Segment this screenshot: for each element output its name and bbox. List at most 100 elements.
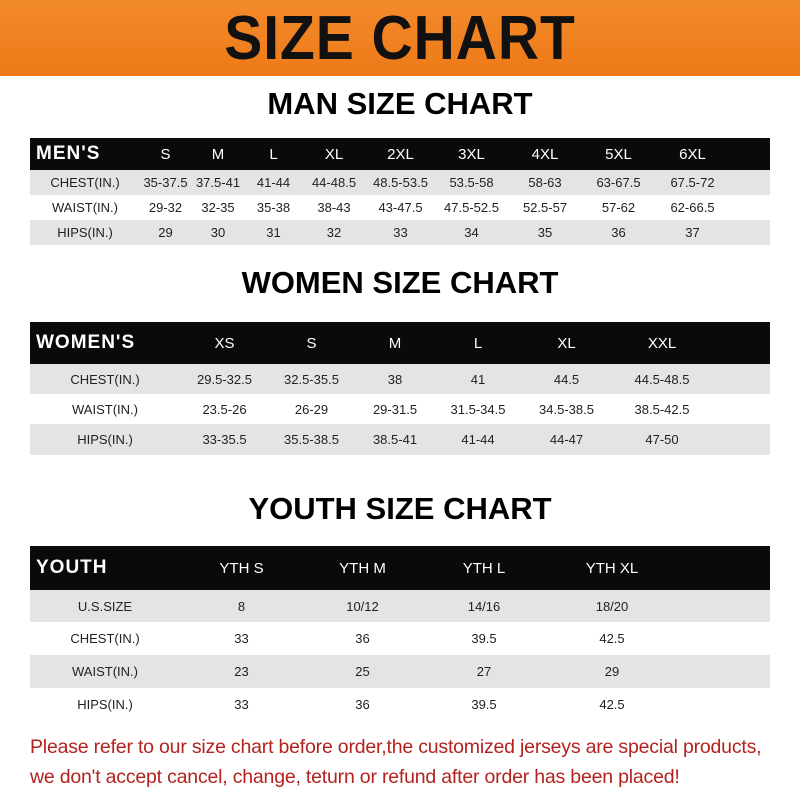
cell: 43-47.5 [378, 200, 423, 215]
cell: 47-50 [645, 432, 679, 447]
cell: 8 [237, 598, 246, 614]
table-header: MEN'S S M L XL 2XL 3XL 4XL 5XL 6XL [30, 138, 770, 170]
cell: YTH L [462, 559, 506, 577]
cell: 63-67.5 [596, 175, 641, 190]
cell: 33 [393, 225, 408, 240]
cell: 29-32 [148, 200, 183, 215]
cell: 4XL [531, 145, 559, 163]
cell: XXL [647, 334, 677, 352]
cell: 25 [355, 664, 370, 679]
cell: 44.5-48.5 [634, 371, 690, 387]
page-title: SIZE CHART [224, 3, 576, 73]
youth-section-title: YOUTH SIZE CHART [248, 491, 552, 526]
cell: 58-63 [528, 175, 562, 190]
cell: 34 [464, 225, 479, 240]
cell: 18/20 [595, 598, 629, 614]
cell: 53.5-58 [449, 175, 494, 190]
cell: 62-66.5 [670, 200, 715, 215]
table-header: WOMEN'S XS S M L XL XXL [30, 322, 770, 364]
cell: 32 [326, 225, 342, 240]
cell: 52.5-57 [522, 200, 568, 215]
cell: 42.5 [599, 631, 625, 646]
cell: 35 [537, 225, 553, 240]
cell: 41-44 [256, 175, 291, 190]
banner: SIZE CHART [0, 0, 800, 76]
cell: L [473, 334, 483, 352]
cell: 36 [355, 696, 370, 712]
women-section-title: WOMEN SIZE CHART [241, 265, 559, 300]
table-row: WAIST(IN.) 29-32 32-35 35-38 38-43 43-47.5 47.… [30, 195, 770, 220]
cell: M [211, 145, 225, 163]
cell: 36 [355, 631, 370, 646]
cell: 32-35 [201, 200, 235, 215]
cell: 41-44 [461, 432, 495, 447]
cell: XL [324, 145, 344, 163]
cell: 35-37.5 [143, 175, 188, 190]
row-label: HIPS(IN.) [57, 225, 113, 240]
cell: 36 [611, 225, 626, 240]
women-size-table: WOMEN'S XS S M L XL XXL CHEST(IN.) 29.5-32.5 32.5… [30, 322, 770, 455]
row-label: MEN'S [36, 143, 101, 164]
cell: 33 [234, 631, 249, 646]
cell: YTH M [339, 559, 386, 577]
cell: 38.5-42.5 [634, 401, 690, 417]
cell: S [160, 145, 171, 163]
youth-size-table: YOUTH YTH S YTH M YTH L YTH XL U.S.SIZE 8 10/12… [30, 546, 770, 720]
table-row: WAIST(IN.) 23.5-26 26-29 29-31.5 31.5-34.5 34… [30, 394, 770, 424]
table-row: HIPS(IN.) 29 30 31 32 33 34 35 36 37 [30, 220, 770, 245]
notice-line-1: Please refer to our size chart before or… [30, 736, 762, 758]
cell: 31 [266, 225, 281, 240]
cell: 27 [476, 664, 492, 679]
cell: YTH S [219, 559, 264, 577]
cell: M [388, 334, 402, 352]
cell: 41 [470, 371, 486, 387]
cell: 67.5-72 [670, 175, 715, 190]
table-row: CHEST(IN.) 29.5-32.5 32.5-35.5 38 41 44.5 44.5… [30, 364, 770, 394]
cell: 47.5-52.5 [444, 200, 499, 215]
cell: 44.5 [553, 371, 580, 387]
cell: 37.5-41 [195, 175, 241, 190]
men-size-table: MEN'S S M L XL 2XL 3XL 4XL 5XL 6XL CHEST(IN.) 35-37… [30, 138, 770, 245]
cell: 29-31.5 [372, 401, 418, 417]
cell: 6XL [679, 145, 706, 163]
row-label: WAIST(IN.) [72, 401, 138, 417]
table-header: YOUTH YTH S YTH M YTH L YTH XL [30, 546, 770, 590]
cell: 44-47 [549, 432, 584, 447]
cell: 38-43 [317, 200, 351, 215]
cell: 5XL [605, 145, 632, 163]
cell: 32.5-35.5 [284, 371, 339, 387]
cell: 29 [604, 664, 620, 679]
row-label: WAIST(IN.) [72, 664, 138, 679]
cell: 42.5 [599, 696, 625, 712]
row-label: WOMEN'S [36, 332, 136, 353]
cell: 23.5-26 [202, 401, 247, 417]
cell: YTH XL [585, 559, 639, 577]
cell: XL [557, 334, 576, 352]
table-row: CHEST(IN.) 33 36 39.5 42.5 [30, 622, 770, 655]
cell: 14/16 [467, 598, 501, 614]
cell: 39.5 [471, 631, 497, 646]
row-label: U.S.SIZE [77, 598, 133, 614]
notice-line-2: we don't accept cancel, change, teturn o… [30, 766, 680, 788]
table-row: HIPS(IN.) 33 36 39.5 42.5 [30, 688, 770, 720]
cell: 34.5-38.5 [539, 401, 594, 417]
cell: 2XL [387, 145, 414, 163]
table-row: WAIST(IN.) 23 25 27 29 [30, 655, 770, 688]
order-notice: Please refer to our size chart before or… [30, 732, 790, 792]
cell: 38.5-41 [372, 432, 418, 447]
cell: L [269, 145, 278, 163]
cell: S [306, 334, 317, 352]
cell: 33-35.5 [202, 432, 247, 447]
cell: 23 [234, 664, 249, 679]
cell: 10/12 [346, 598, 379, 614]
row-label: CHEST(IN.) [70, 371, 140, 387]
cell: 35.5-38.5 [284, 432, 339, 447]
cell: 31.5-34.5 [450, 401, 506, 417]
cell: 48.5-53.5 [373, 175, 428, 190]
cell: 33 [234, 696, 249, 712]
row-label: WAIST(IN.) [52, 200, 118, 215]
cell: 29.5-32.5 [197, 371, 252, 387]
men-section-title: MAN SIZE CHART [267, 86, 533, 121]
cell: 44-48.5 [311, 175, 357, 190]
cell: 29 [158, 225, 173, 240]
